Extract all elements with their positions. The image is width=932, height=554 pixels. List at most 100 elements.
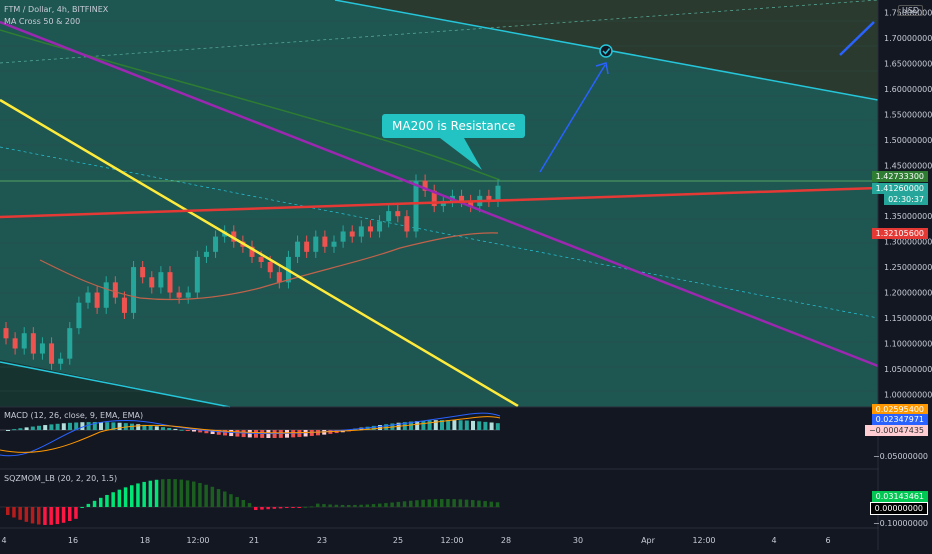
candle-body bbox=[121, 297, 127, 313]
sqz-bar bbox=[111, 492, 115, 507]
candle-body bbox=[495, 185, 501, 201]
candle-body bbox=[94, 292, 100, 308]
sqz-bar bbox=[80, 507, 84, 508]
macd-tag-c: −0.00047435 bbox=[864, 425, 928, 436]
countdown-tag: 02:30:37 bbox=[884, 194, 928, 205]
candle-body bbox=[30, 333, 36, 354]
price-tick-label: 1.30000000 bbox=[884, 238, 932, 247]
price-ticks: 1.75000000 1.70000000 1.65000000 1.60000000… bbox=[884, 9, 932, 400]
candle-body bbox=[21, 333, 27, 349]
macd-bar bbox=[483, 421, 488, 430]
sqz-bar bbox=[340, 504, 345, 507]
annotation-label[interactable]: MA200 is Resistance bbox=[382, 114, 526, 138]
macd-bar bbox=[30, 426, 35, 430]
time-tick-label: 6 bbox=[825, 536, 830, 545]
macd-bar bbox=[433, 420, 438, 430]
candle-body bbox=[103, 282, 109, 308]
time-tick-label: 12:00 bbox=[692, 536, 715, 545]
price-tick-label: 1.50000000 bbox=[884, 136, 932, 145]
sqz-bar bbox=[130, 485, 134, 507]
price-tick-label: 1.20000000 bbox=[884, 289, 932, 298]
candle-body bbox=[112, 282, 118, 298]
sqz-bar bbox=[297, 507, 301, 508]
candle-body bbox=[367, 226, 373, 232]
sqz-bar bbox=[384, 503, 388, 507]
macd-bar bbox=[198, 430, 203, 433]
price-tick-label: 1.70000000 bbox=[884, 34, 932, 43]
macd-bar bbox=[477, 421, 482, 430]
price-tick-label: 1.45000000 bbox=[884, 161, 932, 170]
macd-bar bbox=[142, 424, 147, 430]
candle-body bbox=[276, 272, 282, 283]
candle-body bbox=[213, 236, 219, 252]
sqz-bar bbox=[378, 503, 382, 507]
candle-body bbox=[331, 241, 337, 247]
macd-bar bbox=[223, 430, 227, 436]
dashed-mid-channel bbox=[0, 146, 879, 319]
macd-bar bbox=[154, 426, 159, 430]
macd-bar bbox=[117, 422, 122, 430]
last-price-tag: 1.41260000 bbox=[871, 183, 928, 194]
candle-body bbox=[377, 221, 383, 232]
sqz-bar bbox=[185, 480, 190, 507]
macd-bar bbox=[216, 430, 221, 435]
sqz-bar bbox=[446, 499, 450, 507]
candle-body bbox=[404, 216, 410, 232]
candle-body bbox=[431, 190, 437, 207]
sqz-bar bbox=[192, 481, 196, 507]
macd-bar bbox=[384, 424, 389, 430]
time-tick-label: Apr bbox=[641, 536, 656, 545]
sqz-tick: −0.10000000 bbox=[872, 519, 928, 528]
candle-body bbox=[267, 262, 273, 273]
macd-bar bbox=[185, 430, 190, 431]
sqz-bar bbox=[483, 501, 487, 507]
macd-signal-line bbox=[0, 416, 501, 453]
candle-body bbox=[459, 195, 465, 201]
sqz-bar bbox=[402, 501, 407, 507]
annotation-pointer bbox=[440, 138, 482, 170]
sqz-bar bbox=[74, 507, 78, 519]
candle-body bbox=[258, 256, 264, 263]
macd-bar bbox=[55, 423, 60, 430]
sqz-bar bbox=[291, 507, 295, 508]
sqz-bar bbox=[254, 507, 258, 510]
macd-bar bbox=[371, 425, 376, 430]
sqz-bar bbox=[86, 503, 91, 507]
sqz-bar bbox=[278, 507, 283, 509]
sqz-legend[interactable]: SQZMOM_LB (20, 2, 20, 1.5) bbox=[4, 474, 118, 483]
sqz-bar bbox=[266, 507, 270, 510]
symbol-legend[interactable]: FTM / Dollar, 4h, BITFINEX bbox=[4, 5, 109, 14]
candle-body bbox=[295, 241, 301, 257]
sqz-bar bbox=[167, 479, 171, 507]
price-tick-label: 1.05000000 bbox=[884, 365, 932, 374]
sqz-bar bbox=[55, 507, 60, 525]
macd-bar bbox=[204, 430, 209, 434]
macd-bar bbox=[427, 420, 432, 430]
macd-tag-a: 0.02595400 bbox=[871, 404, 928, 415]
macd-bar bbox=[378, 425, 382, 430]
time-tick-label: 12:00 bbox=[186, 536, 209, 545]
target-check-icon[interactable] bbox=[599, 44, 613, 58]
sqz-bar bbox=[309, 506, 314, 508]
macd-bar bbox=[316, 430, 320, 436]
sqz-bar bbox=[396, 501, 401, 507]
candle-body bbox=[140, 267, 146, 278]
macd-tag-b: 0.02347971 bbox=[871, 414, 928, 425]
macd-bar bbox=[111, 422, 116, 430]
candle-body bbox=[3, 328, 9, 339]
candle-body bbox=[322, 236, 328, 247]
candle-body bbox=[349, 231, 355, 237]
candle-body bbox=[58, 358, 64, 364]
currency-button[interactable]: USD bbox=[898, 5, 924, 16]
sqz-bar bbox=[92, 500, 97, 507]
sqz-bar bbox=[99, 497, 103, 507]
candle-body bbox=[85, 292, 91, 303]
indicator-legend[interactable]: MA Cross 50 & 200 bbox=[4, 17, 81, 26]
price-tick-label: 1.10000000 bbox=[884, 339, 932, 348]
candle-body bbox=[304, 241, 310, 252]
macd-bar bbox=[61, 423, 66, 430]
candle-body bbox=[340, 231, 346, 242]
macd-legend[interactable]: MACD (12, 26, close, 9, EMA, EMA) bbox=[4, 411, 144, 420]
